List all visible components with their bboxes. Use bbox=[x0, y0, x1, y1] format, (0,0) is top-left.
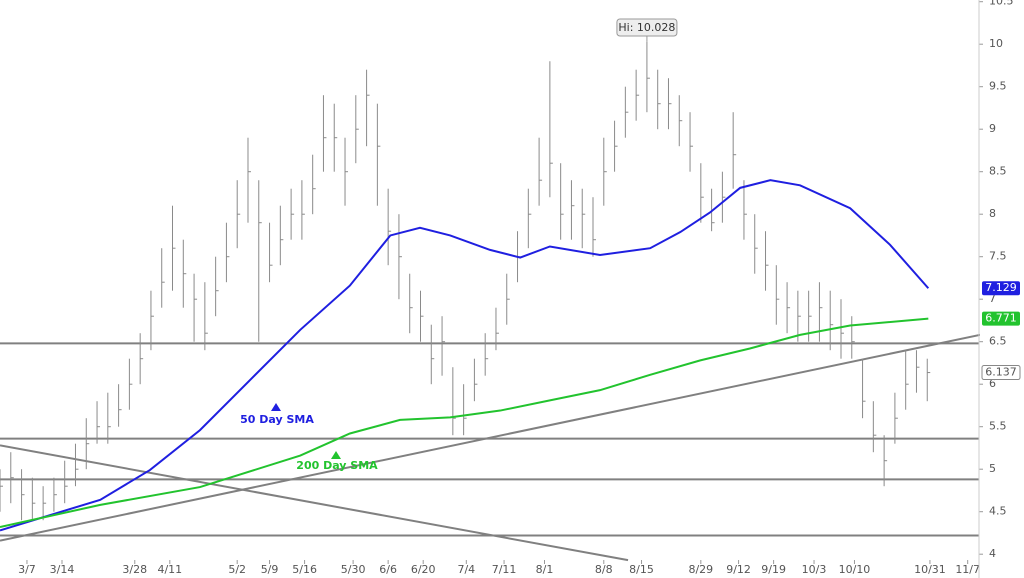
series-label: 200 Day SMA bbox=[296, 459, 378, 472]
y-tick-label: 7.5 bbox=[989, 250, 1007, 263]
trend-line bbox=[0, 444, 629, 562]
y-tick-label: 8.5 bbox=[989, 165, 1007, 178]
last-price-tag bbox=[981, 365, 1021, 381]
annotation-box bbox=[616, 18, 678, 37]
y-tick-label: 4.5 bbox=[989, 505, 1007, 518]
x-tick-label: 5/30 bbox=[341, 563, 366, 576]
sma-line bbox=[0, 179, 930, 532]
y-tick-label: 5.5 bbox=[989, 420, 1007, 433]
x-tick-label: 8/1 bbox=[536, 563, 554, 576]
y-tick-label: 8 bbox=[989, 207, 996, 220]
y-tick-label: 6 bbox=[989, 377, 996, 390]
x-tick-label: 7/4 bbox=[457, 563, 475, 576]
y-tick-label: 7 bbox=[989, 292, 996, 305]
y-tick-label: 4 bbox=[989, 547, 996, 560]
x-tick-label: 10/3 bbox=[802, 563, 827, 576]
plot-area bbox=[0, 41, 980, 562]
x-tick-label: 9/12 bbox=[726, 563, 751, 576]
last-value-label: 6.771 bbox=[985, 312, 1017, 325]
sma-line bbox=[0, 317, 929, 528]
x-tick-label: 11/7 bbox=[955, 563, 980, 576]
y-tick-label: 9.5 bbox=[989, 80, 1007, 93]
x-tick-label: 4/11 bbox=[157, 563, 182, 576]
x-tick-label: 3/14 bbox=[50, 563, 75, 576]
x-tick-label: 10/10 bbox=[839, 563, 871, 576]
x-tick-label: 6/20 bbox=[411, 563, 436, 576]
x-tick-label: 5/9 bbox=[261, 563, 279, 576]
x-tick-label: 9/19 bbox=[761, 563, 786, 576]
x-tick-label: 5/2 bbox=[228, 563, 246, 576]
last-value-label: 7.129 bbox=[985, 281, 1017, 294]
y-tick-label: 9 bbox=[989, 122, 996, 135]
x-tick-label: 3/28 bbox=[122, 563, 147, 576]
annotation: Hi: 10.028 bbox=[618, 21, 675, 34]
label-marker bbox=[271, 403, 281, 411]
x-tick-label: 7/11 bbox=[492, 563, 517, 576]
y-tick-label: 10 bbox=[989, 37, 1003, 50]
x-tick-label: 6/6 bbox=[379, 563, 397, 576]
trend-line bbox=[0, 333, 980, 542]
x-tick-label: 3/7 bbox=[18, 563, 36, 576]
series-label: 50 Day SMA bbox=[240, 413, 314, 426]
x-tick-label: 8/29 bbox=[688, 563, 713, 576]
last-price-label: 6.137 bbox=[985, 366, 1017, 379]
y-tick-label: 10.5 bbox=[989, 0, 1014, 8]
y-tick-label: 5 bbox=[989, 462, 996, 475]
x-tick-label: 10/31 bbox=[914, 563, 946, 576]
x-tick-label: 8/15 bbox=[629, 563, 654, 576]
last-value-tag bbox=[982, 311, 1020, 326]
x-tick-label: 5/16 bbox=[292, 563, 317, 576]
last-value-tag bbox=[982, 281, 1020, 296]
y-tick-label: 6.5 bbox=[989, 335, 1007, 348]
label-marker bbox=[331, 451, 341, 459]
x-tick-label: 8/8 bbox=[595, 563, 613, 576]
